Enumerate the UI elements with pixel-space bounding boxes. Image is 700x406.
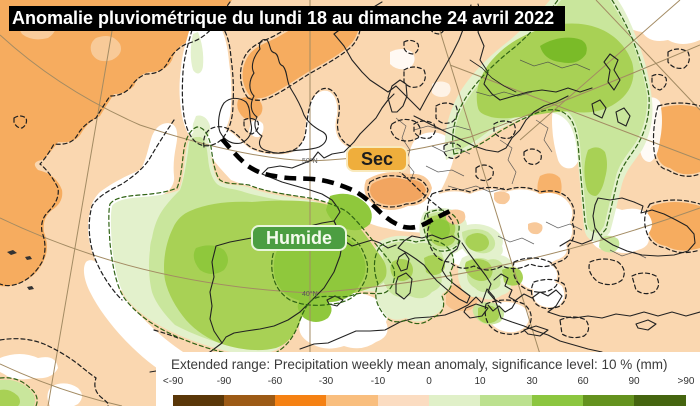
svg-text:50°N: 50°N bbox=[302, 157, 318, 165]
svg-text:40°N: 40°N bbox=[302, 290, 318, 298]
